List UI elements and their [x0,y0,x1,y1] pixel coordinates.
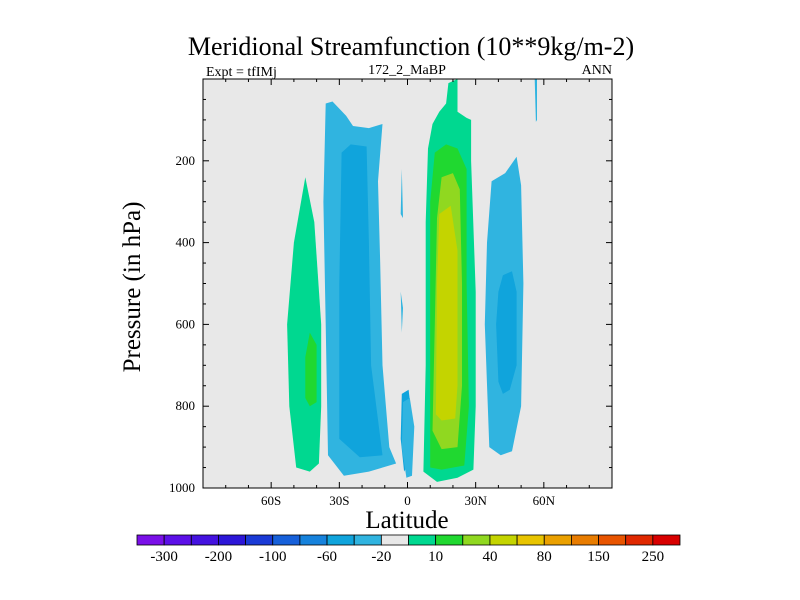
y-axis-label: Pressure (in hPa) [119,202,146,373]
colorbar-swatch [462,534,491,546]
colorbar-swatch [245,534,274,546]
contour-region-sh-ferrel-cell-inner [339,144,383,458]
contour-field [203,79,612,488]
chart-title: Meridional Streamfunction (10**9kg/m-2) [188,32,634,61]
contour-region-sh-polar-cell-core [305,332,317,407]
colorbar-label: 80 [537,549,552,565]
colorbar-label: 150 [587,549,610,565]
colorbar-swatch [190,534,219,546]
colorbar-swatch [571,534,599,546]
colorbar-label: 10 [428,549,443,565]
contour-region-equatorial-streak-upper [400,169,403,219]
y-tick-label: 600 [176,316,196,331]
colorbar: -300 -200 -100 -60 -20 10 40 80 150 250 [136,534,681,565]
contour-region-nh-top-streak [534,79,537,122]
colorbar-label: -60 [317,549,337,565]
x-axis-label: Latitude [365,507,448,534]
x-tick-label: 30S [329,493,349,508]
contour-region-equatorial-streak-lower [400,291,403,333]
y-tick-label: 1000 [169,480,195,495]
colorbar-label: -200 [205,549,233,565]
colorbar-swatch [652,534,681,546]
colorbar-swatch [625,534,654,546]
colorbar-swatch [353,534,382,546]
y-tick-label: 200 [176,153,196,168]
colorbar-swatch [598,534,627,546]
colorbar-swatch [516,534,545,546]
colorbar-swatch [326,534,355,546]
colorbar-label: 250 [642,549,665,565]
x-tick-label: 30N [464,493,487,508]
colorbar-swatch [435,534,464,546]
colorbar-swatch [408,534,437,546]
colorbar-swatch [136,534,165,546]
contour-region-equatorial-blob-outer [401,398,415,478]
colorbar-swatch [380,534,409,546]
contour-region-nh-hadley-cell-80 [435,205,458,421]
y-tick-label: 400 [176,235,196,250]
colorbar-swatch [163,534,192,546]
colorbar-swatch [299,534,328,546]
axes: 60S 30S 0 30N 60N 200 400 600 800 1000 [169,78,613,508]
contour-region-nh-ferrel-cell-inner [496,271,517,394]
colorbar-swatch [543,534,572,546]
y-tick-label: 800 [176,398,196,413]
colorbar-swatch [489,534,518,546]
colorbar-label: -100 [259,549,287,565]
x-tick-label: 60N [533,493,556,508]
x-tick-label: 0 [404,493,411,508]
colorbar-swatch [218,534,246,546]
colorbar-label: -300 [150,549,178,565]
experiment-label: Expt = tfIMj [206,65,277,80]
colorbar-label: 40 [482,549,497,565]
season-label: ANN [582,63,612,78]
colorbar-label: -20 [371,549,391,565]
colorbar-swatch [272,534,301,546]
x-tick-label: 60S [261,493,281,508]
run-label: 172_2_MaBP [368,63,446,78]
